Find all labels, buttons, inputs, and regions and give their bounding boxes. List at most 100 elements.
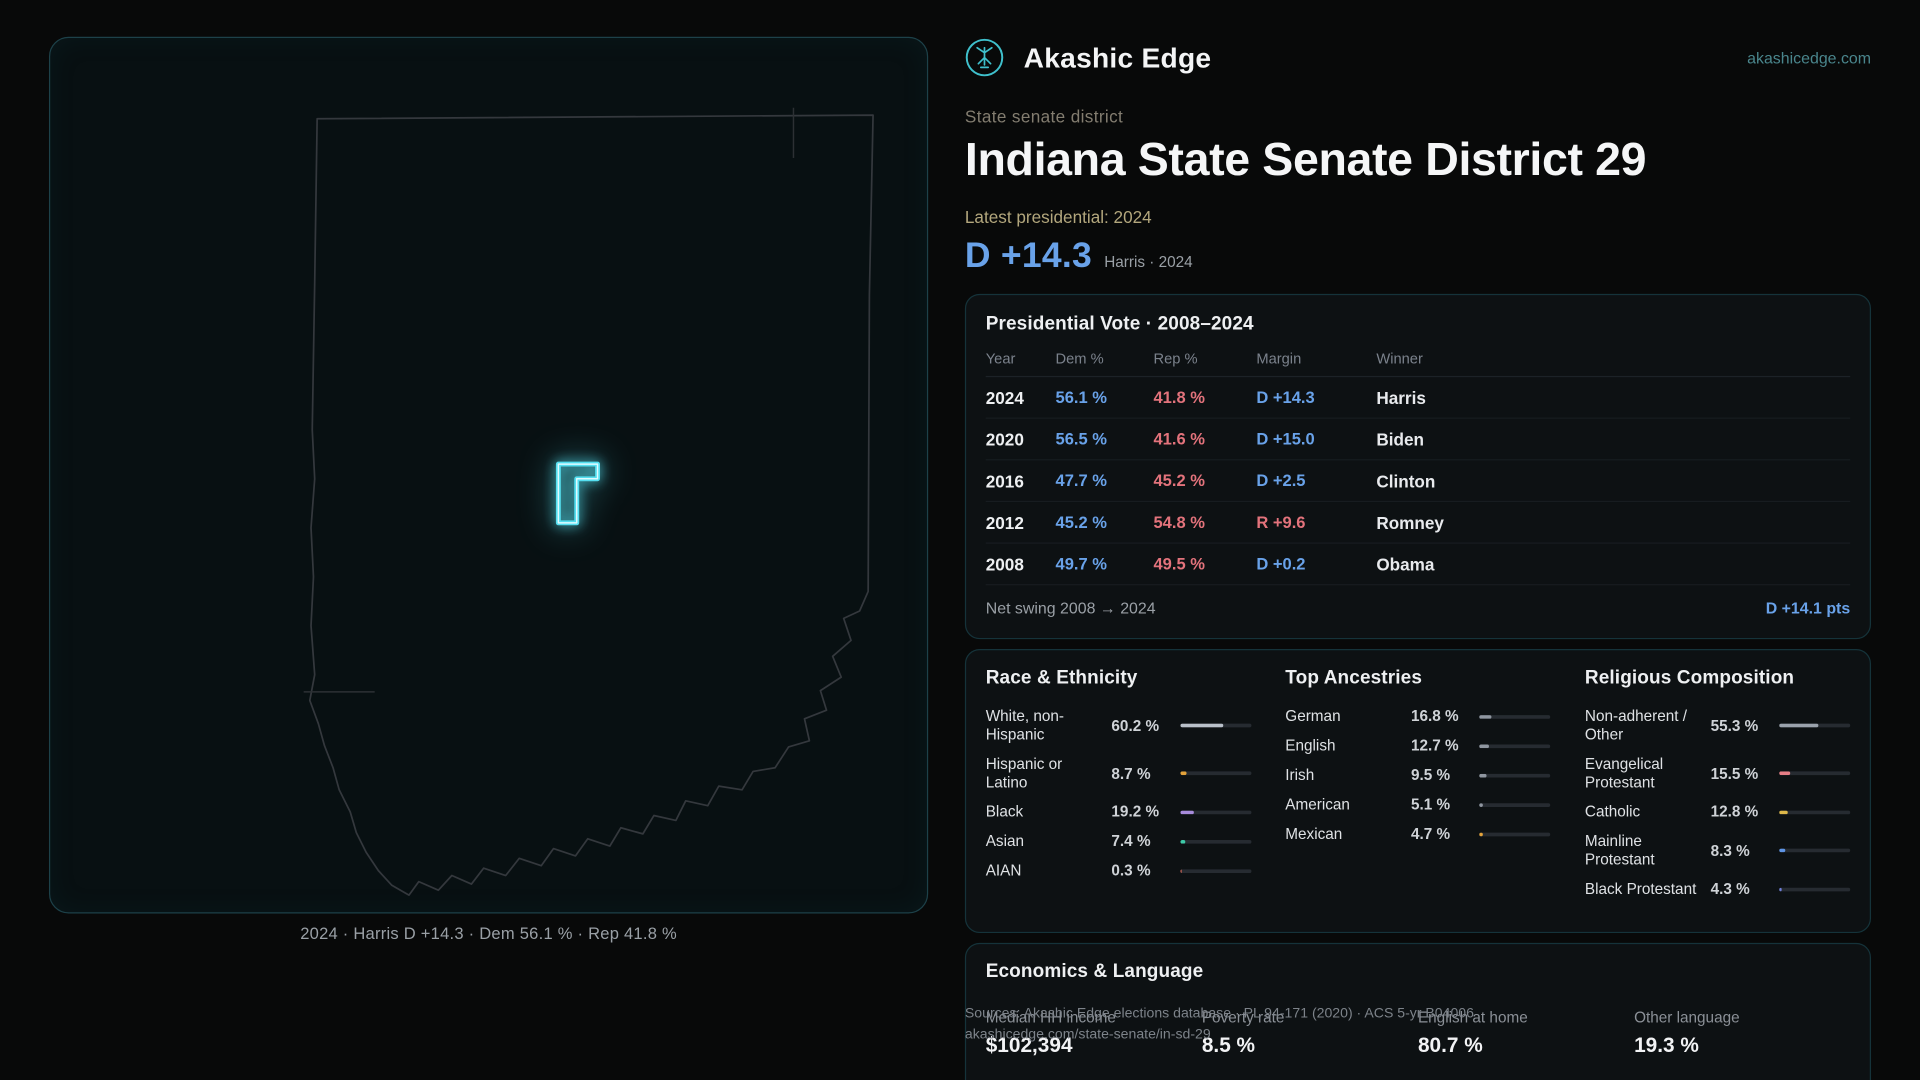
presidential-vote-title: Presidential Vote · 2008–2024 [985, 313, 1254, 335]
table-row: 2012 45.2 % 54.8 % R +9.6 Romney [985, 502, 1851, 544]
economics-language-title: Economics & Language [985, 961, 1204, 983]
headline-margin-detail: Harris · 2024 [1104, 253, 1193, 271]
demo-label: English [1285, 736, 1336, 754]
demo-bar [1779, 771, 1851, 776]
demo-value: 5.1 % [1411, 795, 1451, 814]
district-type-kicker: State senate district [964, 106, 1124, 127]
stat-poverty-rate: Poverty rate 8.5 % [1202, 1009, 1418, 1058]
demo-bar [1479, 714, 1551, 719]
demo-value: 60.2 % [1111, 716, 1160, 735]
cell-margin: D +15.0 [1256, 429, 1315, 449]
cell-dem-pct: 45.2 % [1055, 513, 1107, 532]
table-row: 2020 56.5 % 41.6 % D +15.0 Biden [985, 419, 1851, 461]
demo-label: American [1285, 795, 1350, 813]
cell-year: 2016 [985, 470, 1024, 491]
demo-row: German 16.8 % [1285, 702, 1551, 731]
col-header-year: Year [985, 350, 1016, 368]
demo-bar [1179, 771, 1252, 776]
demo-bar [1779, 810, 1851, 814]
race-ethnicity-column: Race & Ethnicity White, non-Hispanic 60.… [985, 667, 1252, 914]
demo-value: 8.3 % [1710, 841, 1750, 859]
brand-domain-link[interactable]: akashicedge.com [1747, 48, 1872, 67]
cell-year: 2012 [985, 512, 1024, 533]
demo-value: 15.5 % [1710, 764, 1759, 782]
cell-dem-pct: 47.7 % [1055, 471, 1107, 490]
demo-row: Catholic 12.8 % [1585, 797, 1851, 826]
headline-margin-group: D +14.3 Harris · 2024 [965, 236, 1193, 276]
demo-value: 55.3 % [1710, 716, 1759, 735]
demo-row: English 12.7 % [1285, 731, 1551, 760]
demo-label: White, non-Hispanic [985, 707, 1064, 743]
stat-median-hh-income: Median HH income $102,394 [986, 1009, 1202, 1058]
demo-bar [1179, 868, 1252, 873]
demo-value: 19.2 % [1111, 803, 1160, 821]
demo-label: Black [985, 802, 1024, 820]
net-swing-value: D +14.1 pts [1765, 598, 1851, 618]
demo-label: Non-adherent / Other [1584, 707, 1688, 743]
stat-value: 80.7 % [1417, 1033, 1483, 1057]
stat-label: Median HH income [985, 1008, 1116, 1027]
brand-name: Akashic Edge [1023, 41, 1212, 73]
col-header-dem: Dem % [1055, 350, 1104, 368]
stat-label: Other language [1634, 1008, 1740, 1027]
demo-label: Black Protestant [1584, 879, 1697, 897]
table-row: 2016 47.7 % 45.2 % D +2.5 Clinton [985, 460, 1851, 503]
demo-bar [1779, 848, 1851, 853]
col-header-margin: Margin [1256, 350, 1302, 368]
demo-row: Black 19.2 % [985, 797, 1252, 826]
demo-bar [1479, 832, 1551, 836]
demo-row: Mexican 4.7 % [1285, 819, 1551, 848]
cell-margin: D +2.5 [1256, 471, 1306, 490]
table-row: 2008 49.7 % 49.5 % D +0.2 Obama [985, 544, 1851, 586]
demo-label: Mexican [1285, 824, 1343, 842]
religious-composition-title: Religious Composition [1584, 667, 1795, 689]
demo-label: Asian [985, 832, 1025, 850]
cell-winner: Biden [1376, 429, 1424, 449]
demo-label: Hispanic or Latino [985, 754, 1063, 791]
headline-margin-value: D +14.3 [964, 236, 1092, 276]
cell-winner: Romney [1376, 512, 1444, 533]
detail-panel: Akashic Edge akashicedge.com State senat… [964, 37, 1872, 1080]
economics-language-card: Economics & Language Median HH income $1… [964, 942, 1872, 1080]
cell-dem-pct: 56.5 % [1055, 429, 1107, 449]
page-title: Indiana State Senate District 29 [964, 134, 1647, 187]
highlighted-district-sd29[interactable] [555, 461, 601, 526]
demo-bar [1479, 773, 1551, 777]
demo-bar [1779, 887, 1851, 891]
top-ancestries-column: Top Ancestries German 16.8 % English 12.… [1285, 667, 1551, 914]
latest-presidential-label: Latest presidential: 2024 [964, 206, 1152, 227]
cell-margin: D +14.3 [1256, 388, 1315, 407]
brand-header: Akashic Edge akashicedge.com [965, 37, 1871, 79]
indiana-map [303, 107, 874, 896]
presidential-vote-card: Presidential Vote · 2008–2024 Year Dem %… [964, 293, 1872, 640]
demo-row: White, non-Hispanic 60.2 % [985, 702, 1252, 750]
cell-rep-pct: 49.5 % [1153, 554, 1205, 574]
demo-value: 8.7 % [1111, 764, 1151, 782]
cell-dem-pct: 49.7 % [1055, 554, 1107, 574]
stat-value: $102,394 [985, 1033, 1073, 1057]
akashic-edge-logo-icon [965, 38, 1004, 77]
demo-row: Evangelical Protestant 15.5 % [1585, 749, 1851, 797]
district-map-panel [48, 36, 929, 914]
cell-rep-pct: 54.8 % [1153, 513, 1205, 532]
net-swing-label: Net swing 2008 → 2024 [985, 598, 1156, 618]
demo-bar [1479, 743, 1551, 748]
demo-row: American 5.1 % [1285, 790, 1551, 819]
demo-bar [1179, 839, 1252, 844]
demo-bar [1779, 723, 1851, 728]
economics-stats-row: Median HH income $102,394 Poverty rate 8… [986, 1009, 1850, 1058]
cell-winner: Clinton [1376, 470, 1436, 491]
table-row: 2024 56.1 % 41.8 % D +14.3 Harris [985, 377, 1851, 419]
demo-row: Irish 9.5 % [1285, 760, 1551, 789]
cell-winner: Harris [1376, 387, 1426, 408]
demo-row: AIAN 0.3 % [986, 856, 1252, 885]
demo-row: Black Protestant 4.3 % [1584, 874, 1851, 903]
stat-other-language: Other language 19.3 % [1634, 1009, 1850, 1058]
col-header-winner: Winner [1376, 350, 1423, 368]
cell-margin: D +0.2 [1256, 554, 1306, 574]
stat-label: English at home [1417, 1008, 1528, 1027]
demo-row: Mainline Protestant 8.3 % [1585, 827, 1851, 875]
religious-composition-column: Religious Composition Non-adherent / Oth… [1584, 667, 1851, 914]
